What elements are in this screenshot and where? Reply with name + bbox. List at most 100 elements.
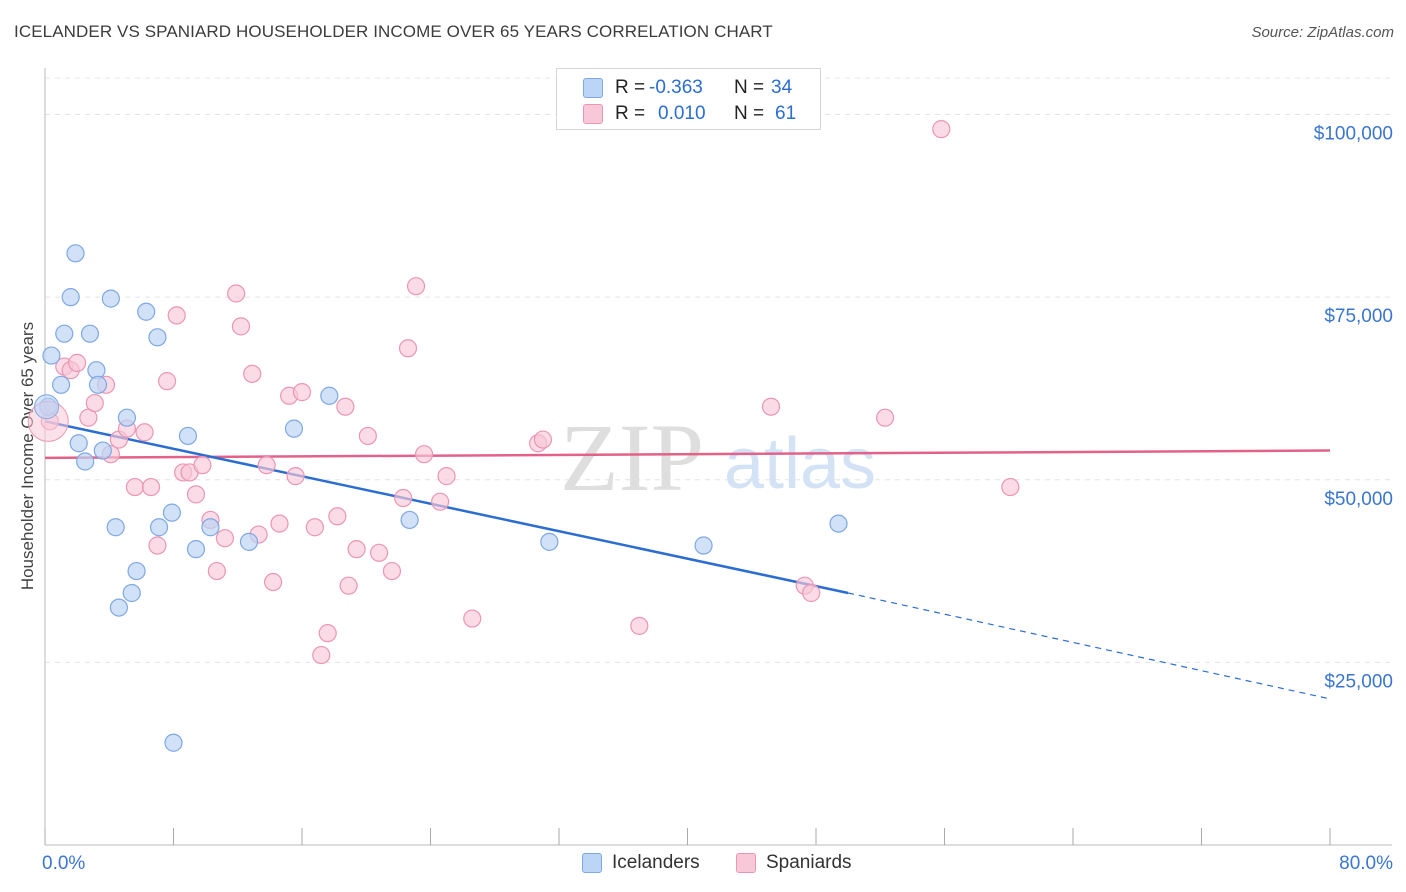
data-point-icelanders [829, 514, 848, 533]
y-tick-label: $50,000 [1324, 489, 1393, 510]
data-point-icelanders [122, 583, 141, 603]
bottom-legend-label: Spaniards [766, 852, 852, 873]
data-point-spaniards [437, 467, 456, 486]
legend-n-label: N = [734, 103, 765, 124]
data-point-spaniards [358, 426, 377, 446]
data-point-icelanders [106, 518, 125, 537]
axes [44, 68, 1392, 846]
data-point-spaniards [336, 397, 355, 416]
data-point-spaniards [305, 518, 324, 537]
data-point-spaniards [414, 445, 434, 464]
data-point-icelanders [55, 324, 74, 343]
data-point-icelanders [162, 503, 181, 522]
data-point-icelanders [51, 375, 71, 394]
tick-labels: $25,000 $50,000 $75,000 $100,000 0.0% 80.0% [42, 124, 1393, 874]
data-point-spaniards [394, 488, 413, 508]
data-point-spaniards [215, 529, 234, 548]
data-point-spaniards [802, 583, 821, 603]
data-point-spaniards [761, 397, 781, 416]
y-tick-label: $75,000 [1324, 306, 1393, 327]
data-point-icelanders [80, 324, 100, 343]
data-point-icelanders [239, 532, 259, 551]
data-point-spaniards [463, 609, 482, 628]
data-point-icelanders [127, 561, 146, 581]
data-point-spaniards [270, 514, 289, 533]
data-point-spaniards [243, 364, 262, 383]
data-point-spaniards [318, 624, 337, 643]
data-point-spaniards [286, 467, 305, 486]
legend-n-label: N = [734, 77, 765, 98]
legend-r-label: R = [615, 103, 646, 124]
stats-legend: R = -0.363 N = 34 R = 0.010 N = 61 [556, 68, 821, 130]
legend-swatch-blue [583, 78, 603, 98]
data-point-icelanders [69, 434, 88, 453]
legend-n-value: 34 [771, 77, 793, 98]
data-point-spaniards [292, 383, 312, 402]
data-point-spaniards [85, 393, 104, 413]
trend-line-spaniards [44, 449, 1331, 460]
data-point-spaniards [382, 561, 402, 581]
data-point-icelanders [117, 408, 137, 427]
data-point-icelanders [178, 426, 198, 446]
data-point-icelanders [284, 419, 304, 438]
data-point-spaniards [932, 120, 951, 139]
zipatlas-watermark: ZIP atlas [560, 404, 876, 511]
data-point-spaniards [186, 485, 206, 504]
data-point-spaniards [431, 492, 450, 511]
data-point-icelanders [88, 375, 108, 394]
data-point-icelanders [109, 598, 128, 617]
data-point-icelanders [400, 510, 419, 530]
bottom-legend-label: Icelanders [612, 852, 700, 873]
watermark-atlas: atlas [724, 424, 876, 504]
data-point-spaniards [135, 423, 154, 442]
data-point-icelanders [320, 386, 339, 405]
data-point-spaniards [68, 353, 87, 372]
source-attribution: Source: ZipAtlas.com [1251, 24, 1394, 41]
legend-r-value: 0.010 [658, 103, 706, 124]
data-point-spaniards [328, 507, 347, 526]
data-point-spaniards [370, 543, 389, 562]
bottom-legend-icelanders: Icelanders [582, 852, 700, 874]
legend-n-value: 61 [775, 103, 797, 124]
y-tick-label: $25,000 [1324, 671, 1393, 692]
data-point-icelanders [137, 302, 156, 321]
data-point-spaniards [193, 456, 212, 475]
data-point-spaniards [339, 576, 358, 595]
legend-r-value: -0.363 [649, 77, 703, 98]
data-point-spaniards [141, 477, 161, 497]
data-point-icelanders [76, 452, 95, 471]
data-point-spaniards [167, 306, 186, 325]
chart-title: ICELANDER VS SPANIARD HOUSEHOLDER INCOME… [14, 22, 773, 41]
data-points [27, 120, 1020, 752]
data-point-spaniards [875, 408, 895, 427]
bottom-legend-spaniards: Spaniards [736, 852, 852, 874]
data-point-spaniards [157, 372, 177, 391]
data-point-icelanders [164, 733, 183, 752]
legend-swatch-pink [583, 104, 603, 124]
trend-line-icelanders-extension [847, 592, 1331, 700]
data-point-spaniards [398, 339, 418, 358]
data-point-spaniards [125, 477, 145, 497]
data-point-icelanders [93, 441, 112, 460]
bottom-legend-swatch-pink [736, 853, 756, 873]
data-point-spaniards [630, 616, 649, 635]
x-tick-label-min: 0.0% [42, 853, 85, 874]
data-point-icelanders [186, 540, 206, 559]
data-point-spaniards [257, 456, 276, 475]
data-point-icelanders [201, 518, 220, 537]
data-point-icelanders [148, 328, 167, 347]
data-point-spaniards [312, 645, 331, 665]
data-point-spaniards [227, 284, 246, 303]
data-point-spaniards [347, 540, 366, 559]
data-point-spaniards [231, 317, 251, 336]
data-point-icelanders-cluster [34, 394, 60, 420]
data-point-spaniards [533, 430, 553, 449]
x-tick-label-max: 80.0% [1339, 853, 1393, 874]
y-tick-label: $100,000 [1314, 124, 1393, 145]
watermark-zip: ZIP [560, 404, 704, 511]
data-point-icelanders [101, 289, 120, 308]
data-point-icelanders [61, 288, 80, 307]
data-point-icelanders [540, 532, 559, 551]
data-point-icelanders [66, 244, 85, 263]
